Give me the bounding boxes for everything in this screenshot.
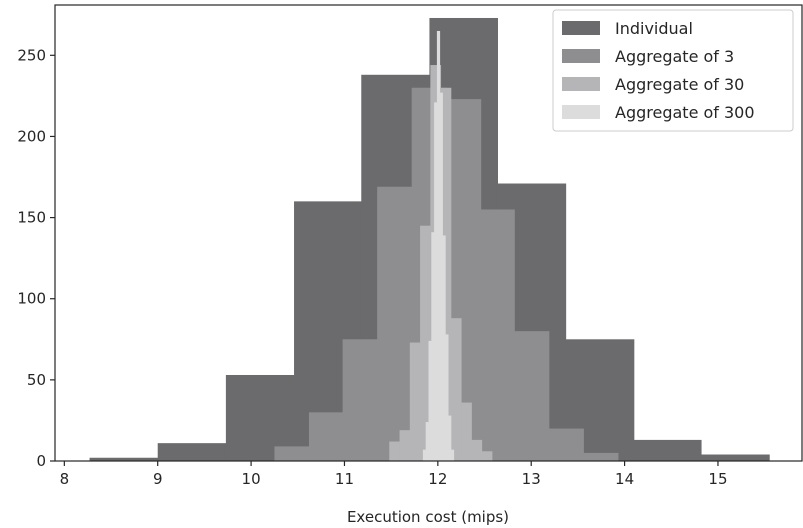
histogram-bar <box>377 186 413 461</box>
legend-label: Aggregate of 300 <box>615 103 755 122</box>
histogram-bar <box>514 331 550 461</box>
histogram-bar <box>399 430 411 461</box>
legend: Individual Aggregate of 3 Aggregate of 30 A… <box>552 9 794 132</box>
histogram-bar <box>548 428 584 461</box>
y-tick-label: 100 <box>17 290 46 308</box>
histogram-bar <box>450 318 462 461</box>
histogram-bar <box>481 451 493 461</box>
y-tick-label: 50 <box>27 371 46 389</box>
histogram-bar <box>425 422 429 461</box>
plot-frame <box>54 4 803 462</box>
histogram-bar <box>436 30 441 461</box>
histogram-bar <box>633 439 702 461</box>
histogram-bar <box>428 340 432 461</box>
plot-area <box>89 17 770 462</box>
histogram-bar <box>422 449 427 461</box>
legend-label: Aggregate of 30 <box>615 75 744 94</box>
x-axis-label: Execution cost (mips) <box>347 508 509 526</box>
x-tick-label: 11 <box>335 470 354 488</box>
y-tick-label: 250 <box>17 46 46 64</box>
histogram-bar <box>157 443 227 461</box>
histogram-bar <box>442 235 446 461</box>
x-tick-label: 10 <box>242 470 261 488</box>
histogram-bar <box>471 439 483 461</box>
histogram-bar <box>89 457 159 461</box>
histogram-bar <box>389 441 400 461</box>
legend-label: Aggregate of 3 <box>615 47 734 66</box>
histogram-bar <box>448 415 452 461</box>
histogram-bar <box>420 225 431 461</box>
x-tick-label: 12 <box>428 470 447 488</box>
histogram-bar <box>440 87 452 461</box>
x-tick-label: 13 <box>522 470 541 488</box>
histogram-bar <box>308 412 343 461</box>
y-tick-label: 0 <box>36 452 46 470</box>
legend-swatch <box>562 21 600 35</box>
histogram-bar <box>439 92 443 462</box>
y-tick-label: 200 <box>17 127 46 145</box>
y-tick-label: 150 <box>17 209 46 227</box>
histogram-bar <box>701 454 770 461</box>
x-tick-label: 9 <box>153 470 163 488</box>
series-4 <box>422 30 455 462</box>
histogram-bar <box>445 334 449 461</box>
histogram-bar <box>450 449 455 461</box>
x-tick-label: 14 <box>615 470 634 488</box>
histogram-bar <box>583 452 619 461</box>
legend-swatch <box>562 49 600 63</box>
histogram-bar <box>480 209 515 461</box>
legend-label: Individual <box>615 19 693 38</box>
histogram-bar <box>274 446 310 461</box>
legend-swatch <box>562 77 600 91</box>
histogram-bar <box>431 232 435 461</box>
legend-box <box>552 9 794 132</box>
histogram-bar <box>434 102 438 461</box>
x-tick-label: 8 <box>60 470 70 488</box>
histogram-bar <box>461 402 472 461</box>
histogram-bar <box>409 342 421 461</box>
x-tick-label: 15 <box>708 470 727 488</box>
histogram-bar <box>342 339 378 461</box>
legend-swatch <box>562 105 600 119</box>
